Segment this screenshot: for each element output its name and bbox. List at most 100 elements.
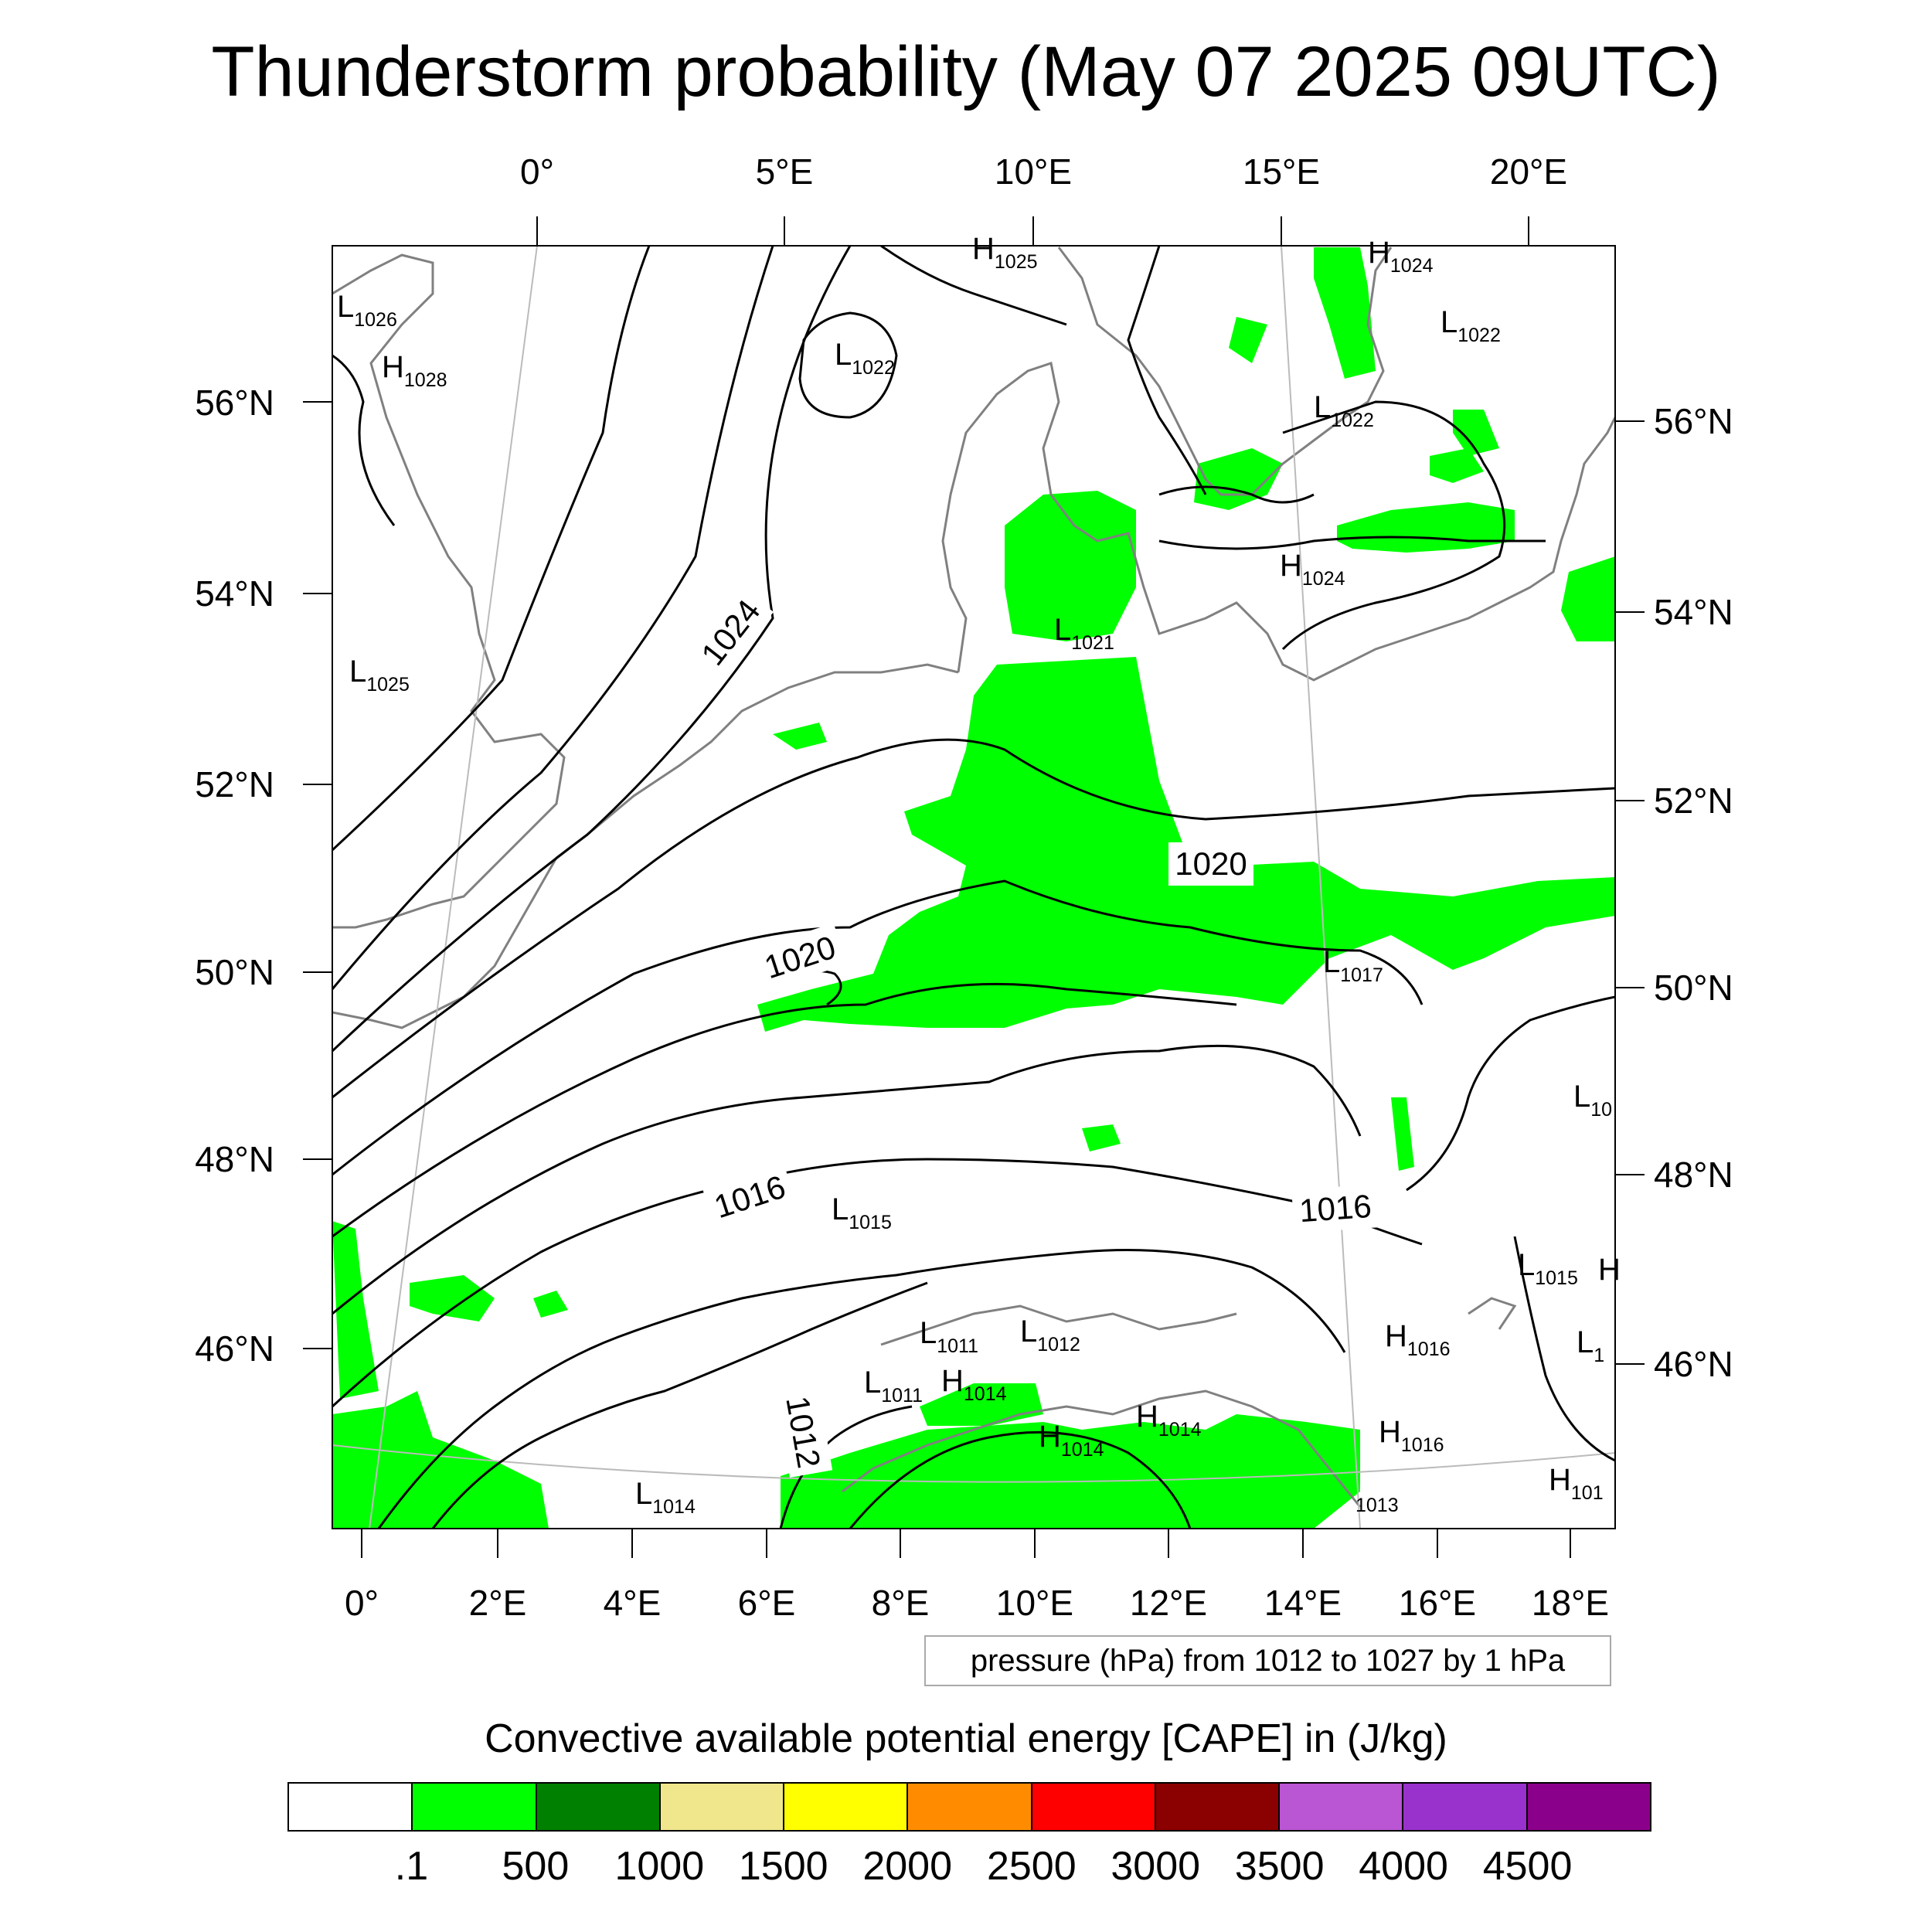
colorbar-swatch — [1527, 1784, 1650, 1830]
right-lat-label: 46°N — [1654, 1344, 1733, 1384]
isobar-19 — [1127, 246, 1207, 495]
cape-area-france-southwest — [332, 1391, 549, 1529]
border-alps — [880, 1304, 1237, 1346]
colorbar-swatch — [660, 1784, 785, 1830]
bottom-lon-label: 0° — [345, 1583, 379, 1623]
left-lat-label: 48°N — [195, 1139, 274, 1179]
top-lon-label: 10°E — [995, 151, 1072, 192]
svg-text:1016: 1016 — [1298, 1188, 1372, 1229]
colorbar-swatch — [413, 1784, 537, 1830]
colorbar-label: 4500 — [1482, 1844, 1573, 1889]
right-lat-label: 56°N — [1654, 401, 1733, 441]
cape-area-czechia — [1082, 1124, 1121, 1151]
cape-area-jutland — [1005, 491, 1136, 641]
pressure-center: L1025 — [349, 655, 410, 696]
colorbar-swatch — [1280, 1784, 1404, 1830]
pressure-center: L1022 — [1314, 390, 1374, 431]
isobar-9 — [377, 1249, 1346, 1529]
colorbar-label: 1000 — [614, 1844, 705, 1889]
graticule — [332, 246, 1615, 1529]
cape-area-po-valley — [781, 1414, 1360, 1529]
isobar-3 — [332, 246, 852, 1053]
cape-area-baltic-1 — [1430, 448, 1484, 483]
colorbar-label: 4000 — [1359, 1844, 1448, 1889]
isobar-17 — [1406, 995, 1615, 1192]
pressure-center: L1022 — [1440, 305, 1501, 346]
colorbar-labels: .1 500 1000 1500 2000 2500 3000 3500 400… — [287, 1843, 1651, 1897]
pressure-center: L1026 — [337, 290, 397, 331]
pressure-center: H1016 — [1385, 1319, 1451, 1360]
pressure-center: L1022 — [835, 338, 895, 379]
pressure-center: L1021 — [1054, 613, 1114, 654]
cape-area-netherlands — [773, 723, 827, 750]
isobar-11 — [779, 1405, 913, 1529]
isobars — [332, 246, 1615, 1529]
right-lat-label: 48°N — [1654, 1155, 1733, 1195]
bottom-lon-label: 16°E — [1399, 1583, 1476, 1623]
pressure-center: H1014 — [1039, 1420, 1104, 1461]
colorbar-title: Convective available potential energy [C… — [485, 1716, 1447, 1761]
map-title: Thunderstorm probability (May 07 2025 09… — [211, 32, 1721, 111]
colorbar-label: .1 — [394, 1844, 429, 1889]
pressure-center: L1015 — [1518, 1248, 1578, 1289]
bottom-lon-label: 8°E — [872, 1583, 930, 1623]
cape-area-france-west — [332, 1221, 379, 1399]
bottom-lon-label: 14°E — [1264, 1583, 1342, 1623]
cape-area-baltic-2 — [1453, 410, 1499, 456]
coastline-britain — [332, 253, 566, 929]
isobar-6 — [332, 982, 1237, 1238]
cape-area-jura — [533, 1291, 568, 1318]
colorbar-label: 2000 — [862, 1844, 953, 1889]
cape-area-sweden-south — [1194, 448, 1283, 510]
top-lon-label: 15°E — [1243, 151, 1320, 192]
colorbar-label: 3000 — [1111, 1844, 1201, 1889]
cape-area-lithuania — [1337, 502, 1515, 553]
left-lat-label: 50°N — [195, 952, 274, 992]
right-lat-label: 52°N — [1654, 781, 1733, 821]
cape-area-poland-east — [1561, 556, 1615, 641]
tick-marks — [303, 216, 1645, 1558]
meridian-15e — [1281, 246, 1361, 1529]
isobar-label-1020: 1020 — [1168, 842, 1253, 886]
pressure-center: H1024 — [1280, 549, 1345, 590]
pressure-center: H1014 — [941, 1364, 1007, 1405]
isobar-5 — [332, 879, 1423, 1176]
colorbar-swatch — [784, 1784, 909, 1830]
parallel-45n — [332, 1444, 1615, 1483]
isobar-8 — [332, 1158, 1423, 1408]
colorbar-swatch — [289, 1784, 413, 1830]
pressure-center: L1012 — [1020, 1315, 1080, 1355]
top-lon-label: 20°E — [1490, 151, 1567, 192]
colorbar — [287, 1782, 1651, 1832]
pressure-center: L1015 — [832, 1192, 892, 1233]
colorbar-swatch — [1032, 1784, 1156, 1830]
pressure-center: H — [1598, 1253, 1621, 1287]
left-lat-label: 46°N — [195, 1328, 274, 1369]
pressure-center: L1011 — [864, 1366, 923, 1406]
top-lon-label: 0° — [520, 151, 554, 192]
top-lon-label: 5°E — [756, 151, 814, 192]
isobar-label-1020: 1020 — [753, 923, 847, 991]
bottom-lon-label: 2°E — [469, 1583, 527, 1623]
pressure-center: H1024 — [1368, 236, 1434, 277]
bottom-lon-label: 12°E — [1130, 1583, 1207, 1623]
coastlines — [332, 247, 1615, 1508]
left-lat-label: 56°N — [195, 383, 274, 423]
pressure-center: L1017 — [1323, 945, 1383, 986]
colorbar-label: 1500 — [738, 1844, 828, 1889]
isobar-18 — [1513, 1236, 1615, 1462]
right-lat-label: 50°N — [1654, 968, 1733, 1008]
coastline-sweden — [1057, 247, 1393, 496]
svg-text:1020: 1020 — [1175, 845, 1247, 882]
isobar-4 — [332, 738, 1615, 1099]
pressure-center: H1016 — [1379, 1415, 1444, 1456]
colorbar-swatch — [536, 1784, 661, 1830]
pressure-centers: H1025 H1024 L1026 H1028 L1022 L1022 L102… — [337, 232, 1621, 1518]
cape-area-burgundy — [410, 1275, 495, 1321]
map-frame — [332, 245, 1616, 1529]
bottom-lon-label: 18°E — [1532, 1583, 1609, 1623]
coastline-baltic-south — [1344, 417, 1615, 666]
cape-area-scania — [1229, 317, 1267, 363]
isobar-label-1016: 1016 — [1291, 1184, 1379, 1233]
pressure-center: L10 — [1573, 1080, 1612, 1121]
